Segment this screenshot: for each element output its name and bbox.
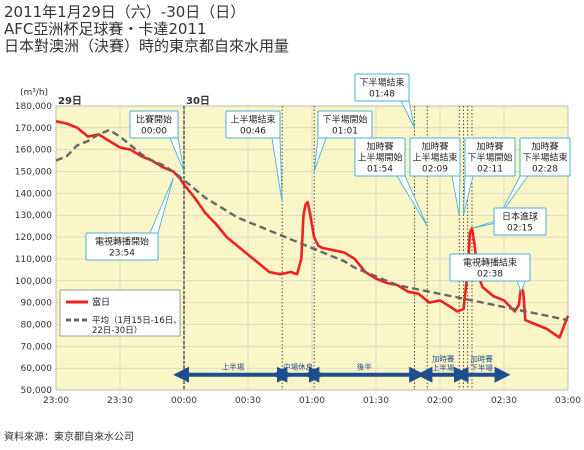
legend-label-current: 當日 (92, 296, 110, 308)
x-tick-label: 02:00 (427, 396, 453, 406)
y-tick-label: 60,000 (21, 364, 53, 374)
callout-text: 00:46 (240, 127, 266, 137)
x-tick-label: 02:30 (491, 396, 517, 406)
callout-text: 上半場結束 (412, 152, 457, 164)
x-tick-label: 23:00 (43, 396, 69, 406)
y-tick-label: 160,000 (15, 146, 52, 156)
title-line-2: AFC亞洲杯足球賽・卡達2011 (4, 20, 207, 38)
x-tick-label: 00:00 (171, 396, 197, 406)
y-tick-label: 150,000 (15, 168, 52, 178)
period-label: 上半場 (222, 362, 245, 372)
period-label: 後半 (357, 362, 372, 372)
callout-text: 加時賽 (476, 141, 503, 153)
legend-label-average-2: 22日-30日） (92, 325, 142, 336)
y-tick-label: 170,000 (15, 124, 52, 134)
y-tick-label: 70,000 (21, 342, 53, 352)
callouts: 比賽開始00:00上半場結束00:46下半場開始01:01下半場結束01:48加… (85, 73, 571, 293)
source-note: 資料來源：東京都自來水公司 (4, 432, 134, 443)
callout-box (464, 137, 516, 177)
series-lines (55, 120, 570, 339)
callout-text: 下半場開始 (322, 114, 367, 126)
callout-text: 上半場開始 (357, 152, 402, 164)
axes: 180,000 170,000 160,000 150,000 140,000 130,0… (15, 95, 581, 406)
period-label: 加時賽 (470, 354, 493, 364)
callout-text: 02:09 (422, 165, 448, 175)
y-tick-label: 180,000 (15, 102, 52, 112)
callout-box (225, 110, 281, 139)
period-label: 中場休息 (283, 362, 313, 372)
y-tick-label: 130,000 (15, 211, 52, 221)
callout-text: 00:00 (141, 127, 167, 137)
callout-text: 電視轉播結束 (463, 257, 517, 269)
callout-text: 01:48 (369, 90, 395, 100)
y-tick-label: 90,000 (21, 299, 53, 309)
title-line-3: 日本對澳洲（決賽）時的東京都自來水用量 (4, 37, 290, 55)
x-tick-label: 03:00 (555, 396, 581, 406)
callout-box (409, 137, 461, 177)
callout-box (354, 73, 410, 102)
y-tick-label: 100,000 (15, 277, 52, 287)
callout-text: 日本進球 (502, 211, 538, 223)
callout-box (519, 137, 571, 177)
period-label: 上半場 (432, 363, 455, 373)
period-label: 下半場 (470, 363, 493, 373)
callout-text: 下半場結束 (359, 77, 404, 89)
callout-text: 23:54 (109, 249, 135, 259)
y-tick-label: 80,000 (21, 320, 53, 330)
y-tick-label: 140,000 (15, 189, 52, 199)
period-label: 加時賽 (432, 354, 455, 364)
y-tick-label: 120,000 (15, 233, 52, 243)
callout-text: 02:38 (477, 270, 503, 280)
callout-text: 加時賽 (421, 141, 448, 153)
callout-text: 下半場開始 (467, 152, 512, 164)
legend-label-average: 平均（1月15日-16日、 (92, 315, 182, 326)
x-tick-label: 00:30 (235, 396, 261, 406)
day-label: 30日 (186, 95, 210, 107)
average-line (55, 128, 569, 322)
callout-box (493, 207, 547, 236)
legend-box (59, 289, 181, 337)
callout-text: 上半場結束 (230, 114, 275, 126)
y-unit-label: (m³/h) (20, 88, 48, 98)
callout-text: 比賽開始 (136, 114, 172, 126)
callout-text: 02:15 (507, 224, 533, 234)
day-label: 29日 (58, 95, 82, 107)
callout-text: 電視轉播開始 (95, 236, 149, 248)
callout-text: 下半場結束 (522, 152, 567, 164)
callout-box (354, 137, 406, 177)
callout-text: 加時賽 (366, 141, 393, 153)
callout-box (129, 110, 179, 139)
callout-box (85, 232, 159, 261)
callout-box (449, 253, 531, 282)
callout-text: 01:54 (367, 165, 393, 175)
y-tick-label: 110,000 (15, 255, 52, 265)
callout-text: 加時賽 (531, 141, 558, 153)
callout-text: 01:01 (332, 127, 358, 137)
x-tick-label: 01:00 (299, 396, 325, 406)
x-tick-label: 01:30 (363, 396, 389, 406)
x-tick-label: 23:30 (107, 396, 133, 406)
callout-text: 02:28 (532, 165, 558, 175)
y-tick-label: 50,000 (21, 386, 53, 396)
current-day-line (55, 120, 570, 339)
callout-box (317, 110, 373, 139)
title-line-1: 2011年1月29日（六）-30日（日） (4, 3, 246, 21)
callout-text: 02:11 (477, 165, 503, 175)
